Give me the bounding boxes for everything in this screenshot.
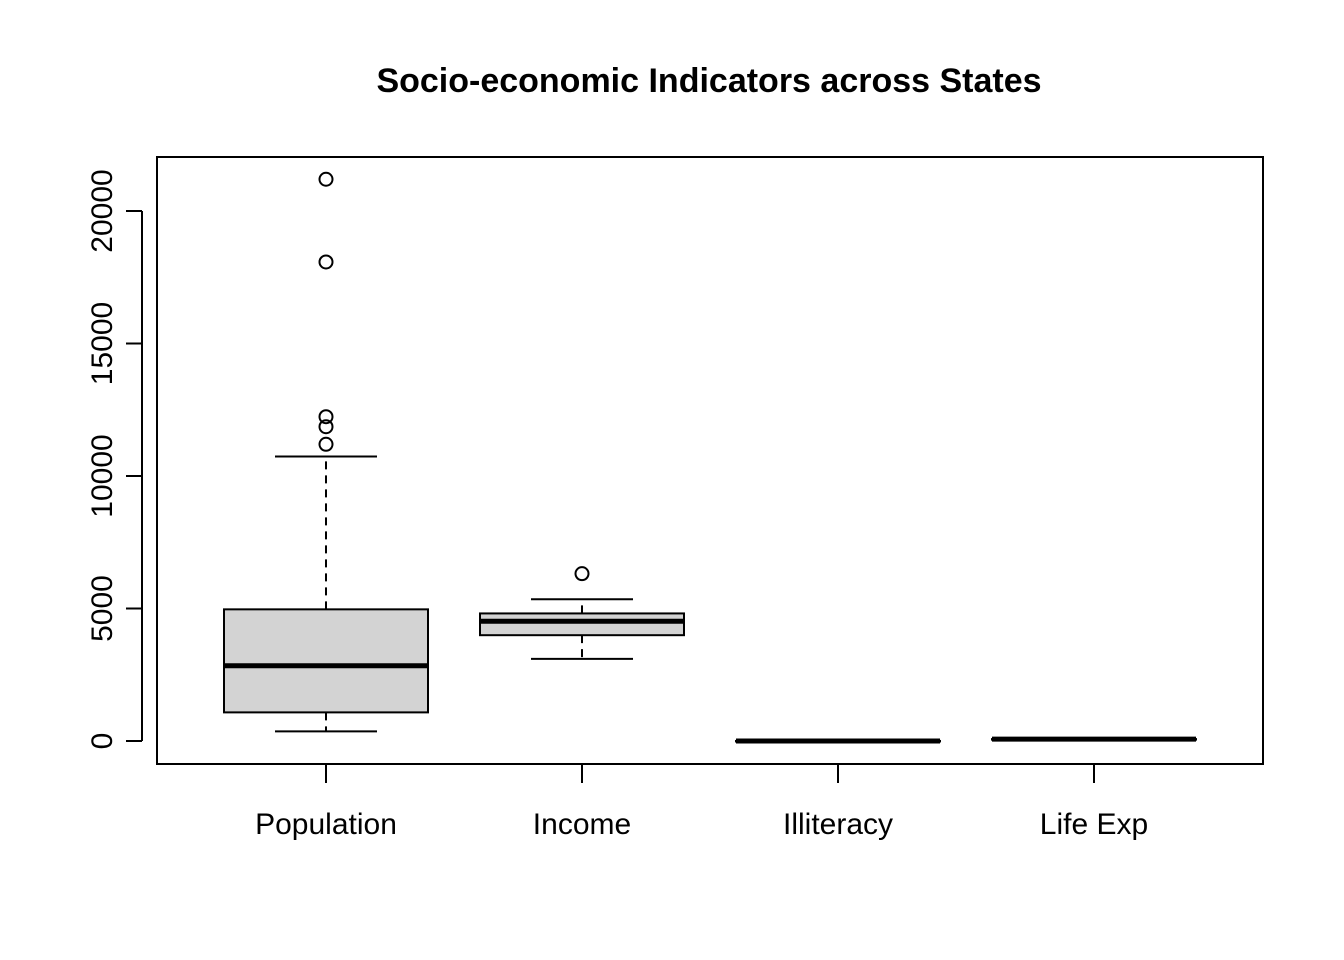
box-population — [223, 171, 429, 733]
box-illiteracy — [735, 738, 941, 744]
x-tick-label: Illiteracy — [783, 808, 893, 841]
iqr-box — [479, 612, 685, 637]
outlier-point — [318, 171, 334, 187]
outlier-point — [318, 419, 334, 435]
x-tick-label: Income — [533, 808, 631, 841]
x-tick-label: Population — [255, 808, 397, 841]
boxes — [223, 171, 1197, 744]
iqr-box — [223, 608, 429, 714]
y-tick-label: 10000 — [86, 434, 119, 517]
x-tick-label: Life Exp — [1040, 808, 1148, 841]
box-income — [479, 566, 685, 660]
x-axis: Population Income Illiteracy Life Exp — [255, 764, 1148, 841]
outlier-point — [318, 409, 334, 425]
box-life-exp — [991, 736, 1197, 742]
plot-frame — [156, 156, 1264, 765]
y-tick-label: 15000 — [86, 302, 119, 385]
outlier-point — [574, 566, 590, 582]
outlier-point — [318, 254, 334, 270]
y-tick-label: 20000 — [86, 169, 119, 252]
y-tick-label: 0 — [86, 733, 119, 750]
y-tick-label: 5000 — [86, 575, 119, 642]
chart-title: Socio-economic Indicators across States — [376, 62, 1041, 100]
outlier-point — [318, 436, 334, 452]
y-axis: 0 5000 10000 15000 20000 — [86, 169, 143, 750]
